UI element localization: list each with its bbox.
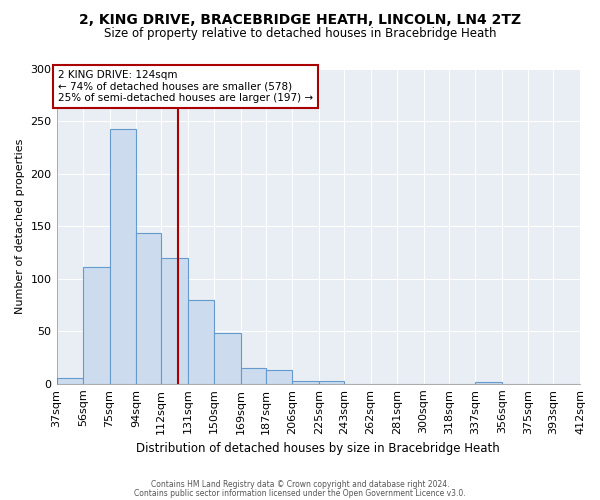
X-axis label: Distribution of detached houses by size in Bracebridge Heath: Distribution of detached houses by size … bbox=[136, 442, 500, 455]
Bar bbox=[56, 378, 83, 384]
Bar bbox=[475, 382, 502, 384]
Text: Contains HM Land Registry data © Crown copyright and database right 2024.: Contains HM Land Registry data © Crown c… bbox=[151, 480, 449, 489]
Bar bbox=[266, 370, 292, 384]
Bar bbox=[319, 380, 344, 384]
Text: Contains public sector information licensed under the Open Government Licence v3: Contains public sector information licen… bbox=[134, 488, 466, 498]
Y-axis label: Number of detached properties: Number of detached properties bbox=[15, 138, 25, 314]
Bar bbox=[214, 334, 241, 384]
Bar bbox=[110, 129, 136, 384]
Bar bbox=[136, 232, 161, 384]
Bar bbox=[188, 300, 214, 384]
Text: Size of property relative to detached houses in Bracebridge Heath: Size of property relative to detached ho… bbox=[104, 28, 496, 40]
Text: 2, KING DRIVE, BRACEBRIDGE HEATH, LINCOLN, LN4 2TZ: 2, KING DRIVE, BRACEBRIDGE HEATH, LINCOL… bbox=[79, 12, 521, 26]
Bar bbox=[83, 268, 110, 384]
Bar bbox=[292, 380, 319, 384]
Bar bbox=[161, 258, 188, 384]
Bar bbox=[241, 368, 266, 384]
Text: 2 KING DRIVE: 124sqm
← 74% of detached houses are smaller (578)
25% of semi-deta: 2 KING DRIVE: 124sqm ← 74% of detached h… bbox=[58, 70, 313, 103]
